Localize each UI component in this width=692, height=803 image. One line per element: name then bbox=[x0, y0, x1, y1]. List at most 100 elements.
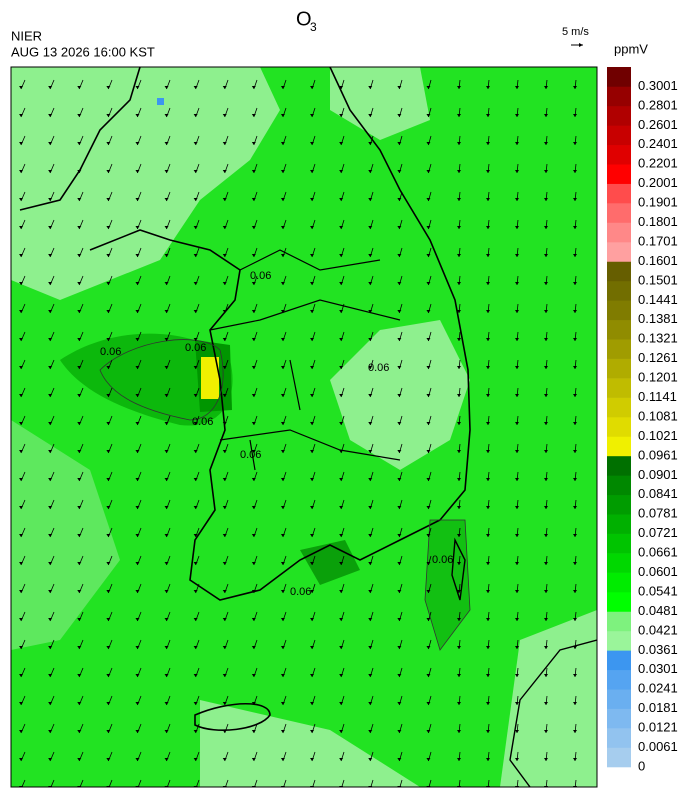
wind-arrow-head bbox=[339, 758, 344, 761]
wind-arrow-head bbox=[193, 450, 198, 453]
wind-arrow-head bbox=[486, 646, 490, 649]
wind-arrow bbox=[574, 779, 577, 787]
colorbar-segment bbox=[607, 436, 631, 457]
wind-arrow-head bbox=[280, 506, 285, 509]
wind-arrow-head bbox=[544, 226, 548, 229]
wind-arrow-head bbox=[515, 506, 519, 509]
wind-arrow-head bbox=[251, 310, 256, 313]
wind-arrow-head bbox=[426, 198, 431, 201]
wind-arrow-head bbox=[397, 310, 402, 313]
wind-arrow-head bbox=[77, 674, 82, 677]
title-subscript: 3 bbox=[310, 20, 317, 34]
wind-arrow-head bbox=[280, 702, 285, 705]
wind-arrow bbox=[225, 779, 229, 787]
wind-arrow-head bbox=[339, 86, 344, 89]
wind-arrow-head bbox=[544, 450, 548, 453]
wind-arrow-head bbox=[164, 478, 169, 481]
wind-arrow bbox=[428, 779, 432, 787]
dark-area bbox=[425, 520, 470, 650]
colorbar-segment bbox=[607, 105, 631, 126]
wind-arrow-head bbox=[222, 758, 227, 761]
contour-label: 0.06 bbox=[192, 416, 213, 428]
wind-arrow-head bbox=[48, 562, 53, 565]
wind-arrow-head bbox=[515, 646, 519, 649]
wind-arrow-head bbox=[280, 310, 285, 313]
wind-arrow-head bbox=[486, 534, 490, 537]
wind-arrow-head bbox=[77, 478, 82, 481]
wind-arrow-head bbox=[251, 702, 256, 705]
wind-arrow-head bbox=[339, 506, 344, 509]
wind-arrow-head bbox=[397, 618, 402, 621]
wind-arrow-head bbox=[339, 702, 344, 705]
wind-arrow-head bbox=[486, 310, 490, 313]
wind-arrow-head bbox=[426, 674, 431, 677]
wind-arrow-head bbox=[135, 198, 140, 201]
wind-arrow-head bbox=[222, 590, 227, 593]
wind-arrow-head bbox=[426, 758, 431, 761]
wind-arrow-head bbox=[457, 618, 461, 621]
wind-arrow-head bbox=[164, 114, 169, 117]
wind-arrow-head bbox=[486, 394, 490, 397]
wind-arrow bbox=[283, 779, 287, 787]
wind-arrow-head bbox=[48, 590, 53, 593]
wind-arrow-head bbox=[164, 282, 169, 285]
colorbar-segment bbox=[607, 417, 631, 437]
wind-arrow-head bbox=[426, 226, 431, 229]
wind-arrow-head bbox=[486, 226, 490, 229]
map: 0.06 0.06 0.06 0.06 0.06 0.06 0.06 0.06 bbox=[11, 67, 597, 787]
wind-arrow-head bbox=[48, 254, 53, 257]
wind-arrow-head bbox=[106, 534, 111, 537]
wind-arrow-head bbox=[310, 394, 315, 397]
wind-arrow-head bbox=[573, 478, 577, 481]
wind-arrow-head bbox=[135, 310, 140, 313]
wind-arrow-head bbox=[280, 646, 285, 649]
wind-arrow-head bbox=[251, 562, 256, 565]
wind-arrow-head bbox=[573, 646, 577, 649]
wind-arrow-head bbox=[193, 282, 198, 285]
wind-arrow-head bbox=[457, 478, 461, 481]
wind-arrow-head bbox=[457, 730, 461, 733]
wind-arrow-head bbox=[222, 338, 227, 341]
wind-arrow-head bbox=[193, 506, 198, 509]
wind-arrow-head bbox=[368, 86, 373, 89]
wind-arrow-head bbox=[193, 562, 198, 565]
colorbar-segment bbox=[607, 514, 631, 534]
wind-arrow-head bbox=[339, 618, 344, 621]
colorbar-segment bbox=[607, 222, 631, 243]
colorbar-segment bbox=[607, 553, 631, 573]
wind-arrow-head bbox=[457, 254, 461, 257]
wind-arrow-head bbox=[77, 394, 82, 397]
colorbar-label: 0.2801 bbox=[638, 97, 678, 112]
wind-arrow-head bbox=[251, 646, 256, 649]
wind-arrow-head bbox=[193, 170, 198, 173]
island bbox=[451, 537, 466, 601]
wind-arrow-head bbox=[135, 730, 140, 733]
colorbar-label: 0.0241 bbox=[638, 681, 678, 696]
colorbar-label: 0.1601 bbox=[638, 253, 678, 268]
wind-arrow-head bbox=[164, 506, 169, 509]
wind-arrow-head bbox=[193, 142, 198, 145]
wind-arrow-head bbox=[164, 366, 169, 369]
wind-arrow-head bbox=[48, 366, 53, 369]
wind-arrow-head bbox=[164, 674, 169, 677]
wind-arrow-head bbox=[397, 450, 402, 453]
wind-arrow-head bbox=[19, 478, 24, 481]
wind-arrow bbox=[370, 779, 374, 787]
wind-arrow-head bbox=[135, 114, 140, 117]
wind-arrow-head bbox=[397, 422, 402, 425]
colorbar-segment bbox=[607, 475, 631, 496]
wind-arrow-head bbox=[368, 590, 373, 593]
colorbar-segment bbox=[607, 86, 631, 107]
coastline bbox=[19, 67, 471, 601]
wind-arrow-head bbox=[48, 170, 53, 173]
wind-arrow-head bbox=[573, 590, 577, 593]
wind-arrow-head bbox=[222, 142, 227, 145]
wind-arrow-head bbox=[544, 478, 548, 481]
wind-arrow-head bbox=[368, 450, 373, 453]
colorbar-label: 0.0181 bbox=[638, 700, 678, 715]
wind-arrow-head bbox=[426, 646, 431, 649]
wind-arrow-head bbox=[193, 338, 198, 341]
colorbar-label: 0.1381 bbox=[638, 311, 678, 326]
wind-arrow-head bbox=[310, 450, 315, 453]
wind-arrow-head bbox=[368, 142, 373, 145]
